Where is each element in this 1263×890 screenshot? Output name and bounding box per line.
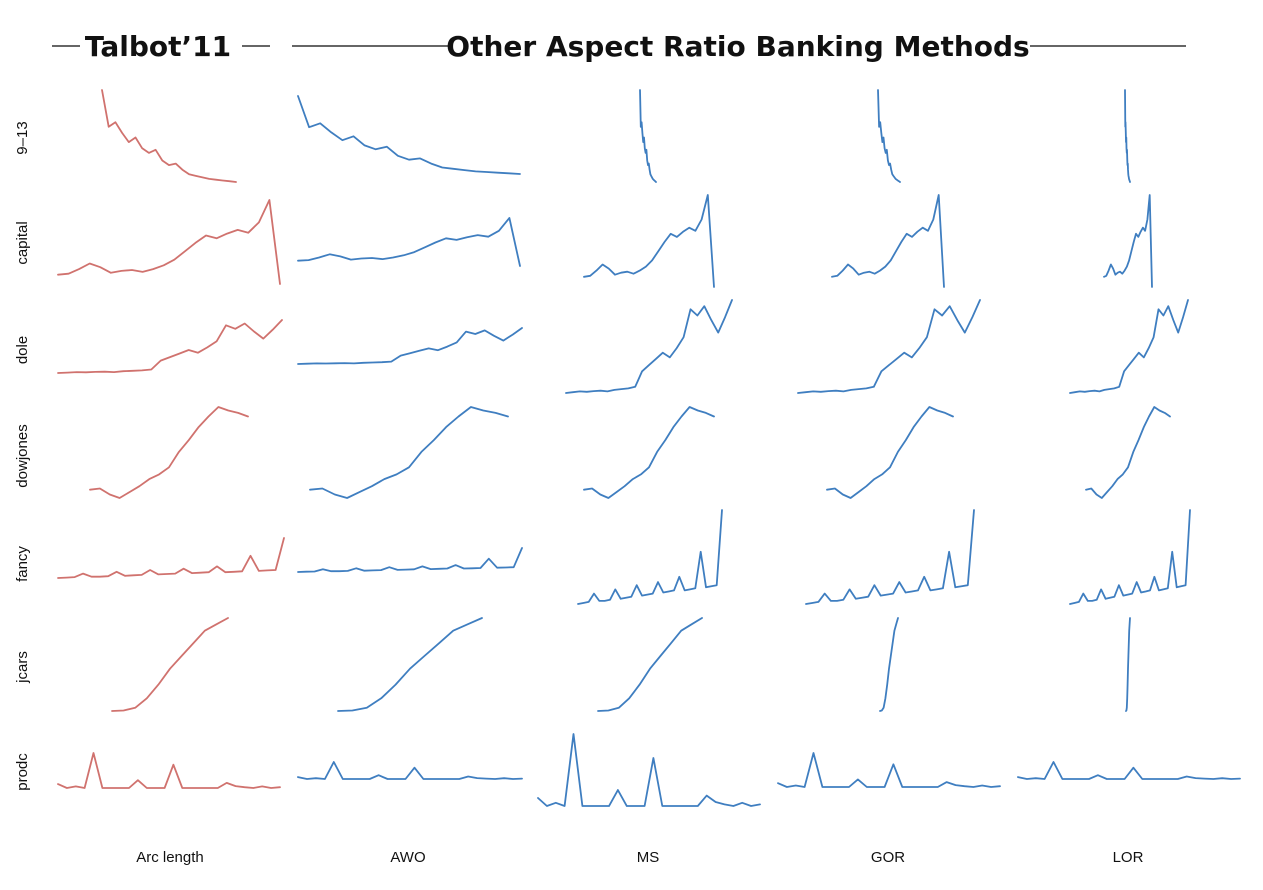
series-line-dowjones-gor xyxy=(826,406,954,499)
plot-grid xyxy=(57,89,1241,807)
series-line-jcars-lor xyxy=(1125,617,1131,712)
series-line-prodc-ms xyxy=(537,733,761,807)
row-label-9-13: 9–13 xyxy=(14,121,31,154)
series-line-jcars-ms xyxy=(597,617,703,712)
series-line-capital-gor xyxy=(831,194,945,288)
series-line-capital-arc-length xyxy=(57,199,281,285)
series-line-fancy-lor xyxy=(1069,509,1191,605)
series-line-capital-ms xyxy=(583,194,715,288)
series-line-capital-lor xyxy=(1103,194,1153,288)
header-right-title: Other Aspect Ratio Banking Methods xyxy=(446,30,1029,63)
series-line-fancy-gor xyxy=(805,509,975,605)
series-line-capital-awo xyxy=(297,217,521,267)
series-line-dole-awo xyxy=(297,327,523,365)
row-label-fancy: fancy xyxy=(14,546,31,582)
column-label-awo: AWO xyxy=(390,849,425,866)
series-line-prodc-gor xyxy=(777,752,1001,788)
header: Talbot’11 Other Aspect Ratio Banking Met… xyxy=(52,30,1186,63)
series-line-dowjones-arc-length xyxy=(89,406,249,499)
row-labels: 9–13 capital dole dowjones fancy jcars prodc xyxy=(14,121,31,790)
series-line-jcars-arc-length xyxy=(111,617,229,712)
series-line-prodc-arc-length xyxy=(57,752,281,789)
series-line-dowjones-awo xyxy=(309,406,509,499)
series-line-dole-arc-length xyxy=(57,319,283,374)
row-label-dole: dole xyxy=(14,336,31,364)
series-line-jcars-awo xyxy=(337,617,483,712)
series-line-fancy-awo xyxy=(297,547,523,573)
series-line-dowjones-ms xyxy=(583,406,715,499)
column-label-lor: LOR xyxy=(1113,849,1144,866)
series-line-9-13-arc-length xyxy=(101,89,237,183)
series-line-jcars-gor xyxy=(879,617,899,712)
series-line-dole-ms xyxy=(565,299,733,394)
series-line-fancy-arc-length xyxy=(57,537,285,579)
series-line-9-13-lor xyxy=(1124,89,1131,183)
column-label-arc-length: Arc length xyxy=(136,849,204,866)
series-line-9-13-awo xyxy=(297,95,521,175)
row-label-dowjones: dowjones xyxy=(14,424,31,487)
column-labels: Arc length AWO MS GOR LOR xyxy=(136,849,1143,866)
header-left-title: Talbot’11 xyxy=(85,30,231,63)
row-label-prodc: prodc xyxy=(14,753,31,791)
series-line-prodc-lor xyxy=(1017,761,1241,780)
column-label-ms: MS xyxy=(637,849,660,866)
series-line-dole-gor xyxy=(797,299,981,394)
row-label-capital: capital xyxy=(14,221,31,264)
series-line-prodc-awo xyxy=(297,761,523,780)
series-line-fancy-ms xyxy=(577,509,723,605)
series-line-dole-lor xyxy=(1069,299,1189,394)
series-line-9-13-ms xyxy=(639,89,657,183)
row-label-jcars: jcars xyxy=(14,651,31,684)
series-line-dowjones-lor xyxy=(1085,406,1171,499)
column-label-gor: GOR xyxy=(871,849,905,866)
series-line-9-13-gor xyxy=(877,89,901,183)
